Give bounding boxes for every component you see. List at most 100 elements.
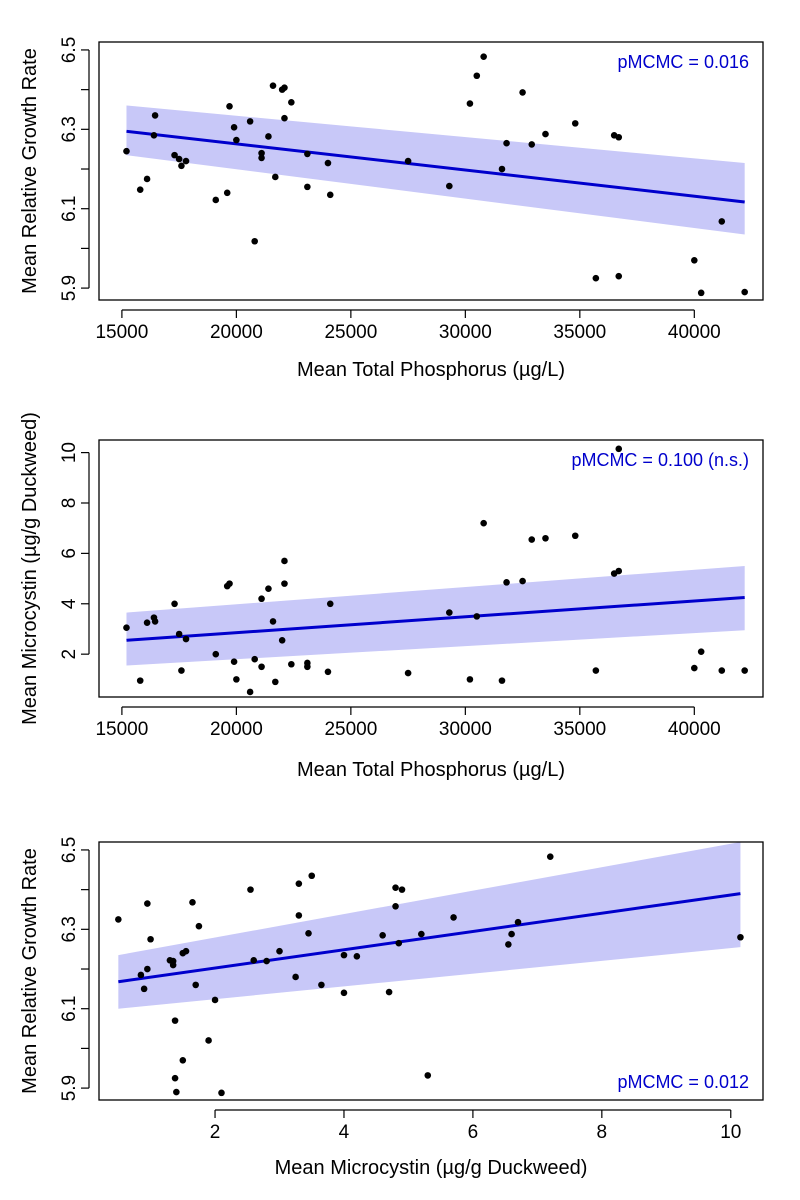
data-point-44: [615, 272, 623, 280]
data-point-9: [182, 635, 190, 643]
data-point-36: [503, 579, 510, 586]
data-point-3: [143, 619, 151, 626]
data-point-39: [542, 534, 549, 542]
data-point-46: [514, 918, 522, 926]
data-point-46: [697, 648, 705, 655]
data-point-48: [737, 933, 744, 941]
confidence-band: [126, 565, 745, 666]
data-point-35: [498, 677, 506, 684]
data-point-17: [258, 149, 265, 157]
x-tick-label: 4: [339, 1122, 350, 1143]
data-point-20: [269, 618, 277, 625]
data-point-33: [473, 72, 481, 80]
data-point-16: [189, 899, 196, 906]
chart-panel-1: 15000 20000 25000 30000 35000 40000 5.9 6.1 6.3 6…: [19, 37, 764, 381]
data-point-6: [171, 151, 178, 159]
y-tick-label: 6.1: [59, 995, 80, 1021]
data-point-43: [615, 133, 623, 141]
data-point-29: [326, 600, 334, 608]
x-tick-label: 25000: [324, 322, 377, 343]
data-point-4: [144, 965, 151, 973]
data-point-35: [498, 165, 506, 173]
data-point-5: [151, 618, 159, 625]
data-point-30: [404, 157, 412, 165]
x-tick-label: 10: [720, 1122, 741, 1143]
data-point-32: [340, 951, 348, 959]
plot-frame: [98, 439, 764, 698]
regression-line: [118, 892, 741, 984]
data-point-36: [385, 988, 393, 996]
data-point-34: [480, 53, 487, 60]
x-tick-label: 30000: [439, 719, 492, 740]
data-point-23: [250, 956, 258, 964]
data-point-32: [466, 676, 474, 683]
data-point-27: [304, 663, 311, 671]
data-point-41: [418, 930, 425, 938]
data-point-26: [304, 150, 311, 158]
data-point-15: [246, 688, 254, 696]
data-point-10: [171, 1017, 179, 1024]
y-tick-label: 5.9: [59, 1075, 80, 1101]
data-point-34: [480, 519, 487, 527]
data-point-29: [326, 191, 334, 199]
data-point-18: [258, 154, 265, 162]
data-point-40: [571, 120, 579, 127]
data-point-8: [178, 667, 185, 674]
data-point-1: [115, 916, 122, 923]
data-point-5: [144, 900, 151, 907]
y-tick-label: 6: [59, 548, 80, 559]
data-point-19: [205, 1037, 212, 1044]
y-axis-title: Mean Relative Growth Rate: [19, 48, 41, 294]
data-point-24: [281, 114, 288, 122]
x-tick-label: 8: [597, 1122, 608, 1143]
data-point-43: [615, 567, 623, 575]
y-axis-title: Mean Microcystin (µg/g Duckweed): [19, 412, 41, 725]
data-point-46: [697, 289, 705, 297]
data-point-14: [179, 1057, 187, 1064]
y-tick-label: 10: [59, 442, 80, 463]
data-point-33: [473, 613, 481, 620]
x-tick-label: 30000: [439, 322, 492, 343]
data-point-25: [288, 99, 295, 106]
data-point-28: [295, 912, 303, 919]
y-tick-label: 4: [59, 598, 80, 609]
data-point-12: [173, 1088, 180, 1096]
y-tick-label: 6.3: [59, 116, 80, 142]
data-point-47: [718, 218, 726, 225]
data-point-20: [211, 996, 219, 1004]
data-point-2: [136, 186, 144, 193]
data-point-34: [353, 953, 361, 960]
data-point-3: [143, 175, 151, 183]
data-point-31: [446, 182, 453, 190]
data-point-32: [466, 100, 474, 107]
data-point-30: [308, 872, 316, 880]
data-point-19: [265, 133, 272, 140]
data-point-30: [404, 669, 412, 677]
pmcmc-annotation: pMCMC = 0.012: [617, 1072, 749, 1092]
data-point-45: [691, 257, 698, 264]
data-point-11: [223, 189, 231, 197]
data-point-23: [281, 84, 288, 91]
data-point-39: [542, 130, 549, 138]
data-point-16: [251, 237, 258, 245]
data-point-28: [324, 668, 332, 676]
x-tick-label: 40000: [668, 719, 721, 740]
x-tick-label: 2: [210, 1122, 221, 1143]
data-point-38: [392, 903, 399, 910]
data-point-38: [528, 141, 536, 148]
data-point-5: [151, 112, 159, 119]
data-point-8: [178, 162, 185, 170]
regression-line: [126, 129, 745, 204]
data-point-25: [288, 660, 295, 668]
data-point-43: [450, 914, 457, 921]
data-point-13: [230, 658, 238, 666]
data-point-2: [136, 677, 144, 684]
y-tick-label: 6.3: [59, 916, 80, 942]
y-tick-label: 6.5: [59, 837, 80, 863]
data-point-26: [292, 973, 299, 981]
x-tick-label: 35000: [553, 322, 606, 343]
data-point-44: [615, 445, 623, 453]
data-point-18: [195, 922, 203, 930]
data-point-37: [392, 884, 399, 891]
data-point-27: [304, 183, 311, 191]
